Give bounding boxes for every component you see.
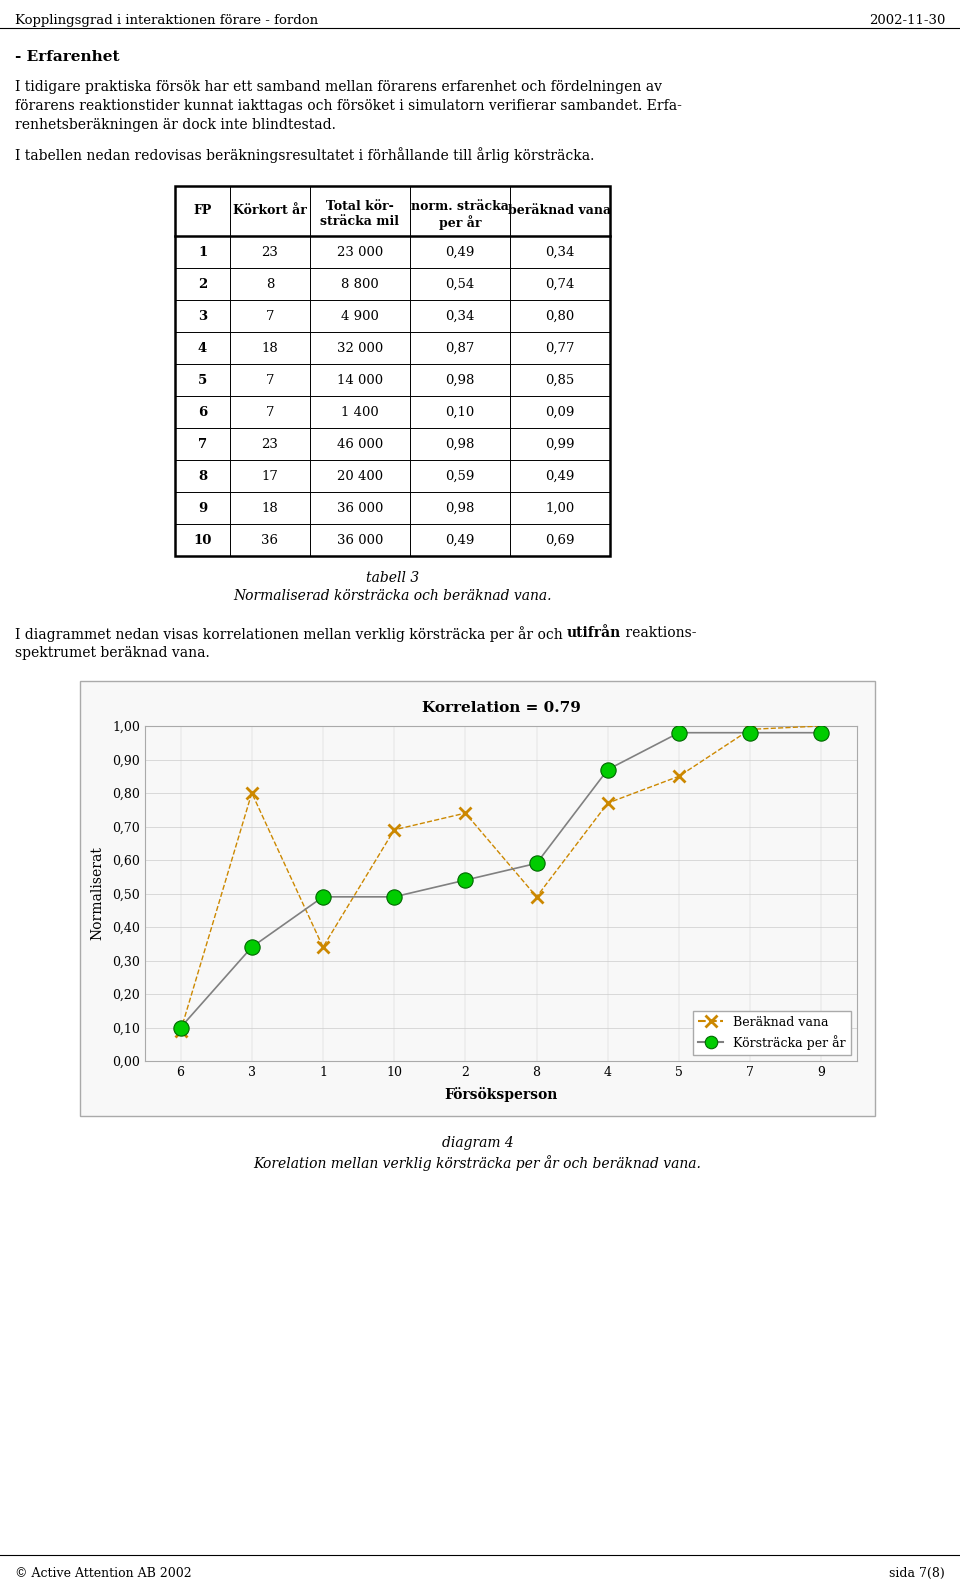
Text: sträcka mil: sträcka mil	[321, 216, 399, 228]
Text: 0,74: 0,74	[545, 277, 575, 290]
Text: - Erfarenhet: - Erfarenhet	[15, 51, 119, 63]
Text: 0,34: 0,34	[445, 309, 474, 322]
Text: 36: 36	[261, 534, 278, 547]
Text: 36 000: 36 000	[337, 534, 383, 547]
Bar	[80, 682, 875, 1116]
Text: förarens reaktionstider kunnat iakttagas och försöket i simulatorn verifierar sa: förarens reaktionstider kunnat iakttagas…	[15, 98, 682, 113]
Text: 6: 6	[198, 406, 207, 418]
Text: 23 000: 23 000	[337, 246, 383, 258]
Text: 1: 1	[198, 246, 207, 258]
Text: 0,98: 0,98	[445, 374, 474, 387]
Text: utifrån: utifrån	[567, 626, 621, 640]
Text: 7: 7	[266, 374, 275, 387]
Text: 0,49: 0,49	[545, 469, 575, 482]
Text: 7: 7	[266, 309, 275, 322]
Text: Normaliserad körsträcka och beräknad vana.: Normaliserad körsträcka och beräknad van…	[233, 590, 552, 602]
Text: 0,85: 0,85	[545, 374, 575, 387]
Text: 8 800: 8 800	[341, 277, 379, 290]
Text: Korelation mellan verklig körsträcka per år och beräknad vana.: Korelation mellan verklig körsträcka per…	[253, 1155, 702, 1171]
Text: Kopplingsgrad i interaktionen förare - fordon: Kopplingsgrad i interaktionen förare - f…	[15, 14, 318, 27]
Text: norm. sträcka: norm. sträcka	[411, 200, 509, 212]
Text: 0,80: 0,80	[545, 309, 575, 322]
Text: 14 000: 14 000	[337, 374, 383, 387]
Text: 0,34: 0,34	[545, 246, 575, 258]
Text: 0,09: 0,09	[545, 406, 575, 418]
Bar	[175, 185, 610, 556]
Text: 1 400: 1 400	[341, 406, 379, 418]
Text: 0,98: 0,98	[445, 437, 474, 450]
Text: 0,98: 0,98	[445, 501, 474, 515]
Text: 0,99: 0,99	[545, 437, 575, 450]
Text: spektrumet beräknad vana.: spektrumet beräknad vana.	[15, 647, 209, 659]
Text: 9: 9	[198, 501, 207, 515]
Text: beräknad vana: beräknad vana	[509, 204, 612, 217]
Text: 0,77: 0,77	[545, 341, 575, 355]
Text: 0,87: 0,87	[445, 341, 474, 355]
Text: I tidigare praktiska försök har ett samband mellan förarens erfarenhet och förde: I tidigare praktiska försök har ett samb…	[15, 79, 662, 94]
Text: Total kör-: Total kör-	[326, 200, 394, 212]
X-axis label: Försöksperson: Försöksperson	[444, 1087, 558, 1102]
Text: Körkort år: Körkort år	[233, 204, 307, 217]
Text: I diagrammet nedan visas korrelationen mellan verklig körsträcka per år och: I diagrammet nedan visas korrelationen m…	[15, 626, 567, 642]
Text: FP: FP	[193, 204, 212, 217]
Text: 3: 3	[198, 309, 207, 322]
Text: 2: 2	[198, 277, 207, 290]
Text: 8: 8	[266, 277, 275, 290]
Text: diagram 4: diagram 4	[442, 1136, 514, 1151]
Text: 32 000: 32 000	[337, 341, 383, 355]
Text: 20 400: 20 400	[337, 469, 383, 482]
Text: 18: 18	[262, 341, 278, 355]
Text: I tabellen nedan redovisas beräkningsresultatet i förhållande till årlig körsträ: I tabellen nedan redovisas beräkningsres…	[15, 147, 594, 163]
Text: © Active Attention AB 2002: © Active Attention AB 2002	[15, 1568, 192, 1580]
Text: reaktions-: reaktions-	[621, 626, 697, 640]
Text: 23: 23	[261, 246, 278, 258]
Text: 2002-11-30: 2002-11-30	[869, 14, 945, 27]
Text: tabell 3: tabell 3	[366, 571, 420, 585]
Legend: Beräknad vana, Körsträcka per år: Beräknad vana, Körsträcka per år	[693, 1011, 851, 1054]
Text: 7: 7	[266, 406, 275, 418]
Text: 46 000: 46 000	[337, 437, 383, 450]
Title: Korrelation = 0.79: Korrelation = 0.79	[421, 701, 581, 715]
Text: 0,49: 0,49	[445, 246, 474, 258]
Text: 1,00: 1,00	[545, 501, 575, 515]
Text: 18: 18	[262, 501, 278, 515]
Y-axis label: Normaliserat: Normaliserat	[90, 846, 104, 940]
Text: 17: 17	[261, 469, 278, 482]
Text: 0,54: 0,54	[445, 277, 474, 290]
Text: 0,49: 0,49	[445, 534, 474, 547]
Text: 0,69: 0,69	[545, 534, 575, 547]
Text: per år: per år	[439, 216, 481, 230]
Text: 0,59: 0,59	[445, 469, 474, 482]
Text: 0,10: 0,10	[445, 406, 474, 418]
Text: renhetsberäkningen är dock inte blindtestad.: renhetsberäkningen är dock inte blindtes…	[15, 117, 336, 132]
Text: 10: 10	[193, 534, 212, 547]
Text: 4 900: 4 900	[341, 309, 379, 322]
Text: 4: 4	[198, 341, 207, 355]
Text: 8: 8	[198, 469, 207, 482]
Text: sida 7(8): sida 7(8)	[889, 1568, 945, 1580]
Text: 23: 23	[261, 437, 278, 450]
Text: 7: 7	[198, 437, 207, 450]
Text: 5: 5	[198, 374, 207, 387]
Text: 36 000: 36 000	[337, 501, 383, 515]
